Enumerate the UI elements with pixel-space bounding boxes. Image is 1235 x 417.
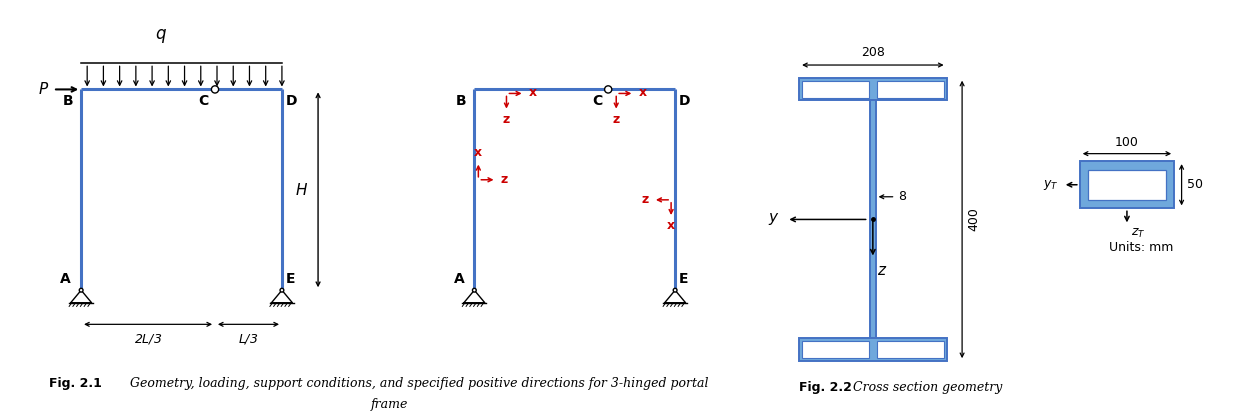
Text: x: x	[529, 86, 537, 99]
Circle shape	[211, 86, 219, 93]
Circle shape	[673, 288, 677, 292]
Bar	[802, 341, 868, 358]
Text: 50: 50	[1187, 178, 1203, 191]
Text: x: x	[638, 86, 646, 99]
Bar	[799, 339, 946, 361]
Text: B: B	[456, 94, 467, 108]
Text: Fig. 2.1: Fig. 2.1	[49, 377, 103, 390]
Text: E: E	[287, 272, 295, 286]
Text: Cross section geometry: Cross section geometry	[853, 381, 1003, 394]
Circle shape	[473, 288, 477, 292]
Text: $y$: $y$	[768, 211, 779, 227]
Text: C: C	[592, 94, 603, 108]
Bar	[877, 341, 944, 358]
Text: z: z	[503, 113, 510, 126]
Text: B: B	[63, 94, 73, 108]
Text: E: E	[679, 272, 689, 286]
Text: $P$: $P$	[38, 81, 49, 98]
Bar	[799, 78, 946, 100]
Text: $y_T$: $y_T$	[1044, 178, 1060, 192]
Circle shape	[79, 288, 83, 292]
Text: Units: mm: Units: mm	[1109, 241, 1173, 254]
Text: $z_T$: $z_T$	[1131, 227, 1145, 240]
Text: $q$: $q$	[156, 27, 168, 45]
Text: x: x	[667, 219, 676, 231]
Text: D: D	[287, 94, 298, 108]
Bar	[1079, 161, 1174, 208]
Text: $H$: $H$	[295, 182, 308, 198]
Text: $L$/3: $L$/3	[238, 332, 258, 347]
Bar	[802, 80, 868, 98]
Text: z: z	[613, 113, 620, 126]
Bar	[1088, 170, 1166, 200]
Circle shape	[280, 288, 284, 292]
Text: A: A	[61, 272, 72, 286]
Text: 8: 8	[898, 190, 906, 203]
Bar	[877, 80, 944, 98]
Text: z: z	[501, 173, 508, 186]
Text: 100: 100	[1115, 136, 1139, 149]
Text: frame: frame	[370, 398, 408, 411]
Text: D: D	[679, 94, 690, 108]
Text: Fig. 2.2: Fig. 2.2	[799, 381, 852, 394]
Text: Geometry, loading, support conditions, and specified positive directions for 3-h: Geometry, loading, support conditions, a…	[130, 377, 708, 390]
Text: 400: 400	[967, 208, 979, 231]
Circle shape	[605, 86, 611, 93]
Text: 208: 208	[861, 46, 884, 59]
Text: x: x	[474, 146, 483, 159]
Text: 2$L$/3: 2$L$/3	[133, 332, 162, 347]
Text: A: A	[453, 272, 464, 286]
Bar	[869, 100, 876, 339]
Text: C: C	[199, 94, 209, 108]
Text: $z$: $z$	[877, 264, 888, 279]
Text: z: z	[641, 193, 648, 206]
